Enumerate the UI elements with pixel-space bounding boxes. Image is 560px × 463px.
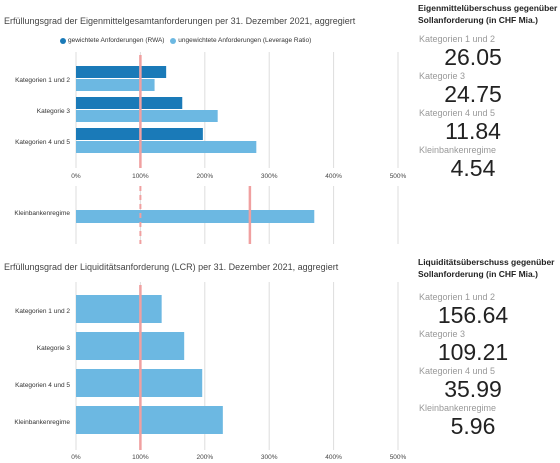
liquidity-stat-value-4: 5.96 <box>450 413 496 439</box>
chart2-category-label: Kleinbankenregime <box>14 419 70 426</box>
liquidity-surplus-title: Liquiditätsüberschuss gegenüber Sollanfo… <box>418 257 555 279</box>
chart1-legend: gewichtete Anforderungen (RWA) ungewicht… <box>60 37 315 46</box>
chart1-x-tick-label: 200% <box>196 173 213 180</box>
capital-stat-value-1: 26.05 <box>444 44 502 70</box>
liquidity-surplus-panel: Liquiditätsüberschuss gegenüber Sollanfo… <box>418 256 560 439</box>
liquidity-stat-value-3: 35.99 <box>444 376 502 402</box>
chart1-category-label: Kategorien 1 und 2 <box>15 77 70 84</box>
capital-stat-value-3: 11.84 <box>445 118 501 144</box>
chart1-bar-rwa <box>76 97 183 109</box>
liquidity-stat-value-2: 109.21 <box>437 339 509 365</box>
chart2-x-tick-label: 400% <box>325 454 342 461</box>
chart1-category-label: Kategorie 3 <box>37 108 71 115</box>
legend-swatch-leverage <box>170 37 177 44</box>
chart2-bar <box>76 369 203 397</box>
legend-item-rwa[interactable]: gewichtete Anforderungen (RWA) <box>60 37 164 44</box>
chart2-bar <box>76 406 223 434</box>
chart1-bar-leverage <box>76 141 257 153</box>
chart2-bar <box>76 295 162 323</box>
chart2-x-tick-label: 200% <box>196 454 213 461</box>
chart1-bar-leverage <box>76 110 218 122</box>
chart2-x-tick-label: 300% <box>261 454 278 461</box>
capital-stat-label-4: Kleinbankenregime <box>419 145 497 155</box>
chart2-category-label: Kategorien 1 und 2 <box>15 308 70 315</box>
chart2-category-label: Kategorien 4 und 5 <box>15 382 70 389</box>
capital-stat-value-4: 4.54 <box>450 155 496 181</box>
liquidity-stat-label-3: Kategorien 4 und 5 <box>419 366 496 376</box>
chart2-x-tick-label: 100% <box>132 454 149 461</box>
chart1-x-tick-label: 300% <box>261 173 278 180</box>
liquidity-stat-label-2: Kategorie 3 <box>419 329 466 339</box>
chart1-bar-rwa <box>76 66 167 78</box>
legend-swatch-rwa <box>60 37 66 44</box>
liquidity-stat-label-4: Kleinbankenregime <box>419 403 497 413</box>
chart1-sub-bar <box>76 210 315 223</box>
chart2-x-tick-label: 0% <box>71 454 81 461</box>
capital-stat-value-2: 24.75 <box>444 81 502 107</box>
chart1-category-label: Kategorien 4 und 5 <box>15 139 70 146</box>
liquidity-stat-label-1: Kategorien 1 und 2 <box>419 292 496 302</box>
chart1-x-tick-label: 500% <box>390 173 407 180</box>
liquidity-stat-value-1: 156.64 <box>437 302 509 328</box>
chart2-plot: 0% 100% 200% 300% 400% 500% Kategorien 1 und 2… <box>14 282 407 461</box>
legend-item-leverage[interactable]: ungewichtete Anforderungen (Leverage Rat… <box>170 37 311 44</box>
capital-stat-label-2: Kategorie 3 <box>419 71 466 81</box>
capital-stat-label-3: Kategorien 4 und 5 <box>419 108 496 118</box>
chart1-plot: 0% 100% 200% 300% 400% 500% Kategorien 1 und 2… <box>14 52 407 244</box>
chart2-bar <box>76 332 185 360</box>
chart1-bar-leverage <box>76 79 155 91</box>
legend-label-rwa: gewichtete Anforderungen (RWA) <box>68 37 165 44</box>
chart2-title: Erfüllungsgrad der Liquiditätsanforderun… <box>4 262 339 272</box>
chart2-category-label: Kategorie 3 <box>37 345 71 352</box>
chart1-title: Erfüllungsgrad der Eigenmittelgesamtanfo… <box>4 16 356 26</box>
chart1-sub-category-label: Kleinbankenregime <box>14 210 70 217</box>
capital-surplus-title: Eigenmittelüberschuss gegenüber Sollanfo… <box>418 3 558 25</box>
capital-stat-label-1: Kategorien 1 und 2 <box>419 34 496 44</box>
chart2-x-tick-label: 500% <box>390 454 407 461</box>
chart1-x-tick-label: 400% <box>325 173 342 180</box>
chart1-x-tick-label: 100% <box>132 173 149 180</box>
legend-label-leverage: ungewichtete Anforderungen (Leverage Rat… <box>178 37 312 44</box>
capital-surplus-panel: Eigenmittelüberschuss gegenüber Sollanfo… <box>418 2 560 181</box>
chart1-x-tick-label: 0% <box>71 173 81 180</box>
